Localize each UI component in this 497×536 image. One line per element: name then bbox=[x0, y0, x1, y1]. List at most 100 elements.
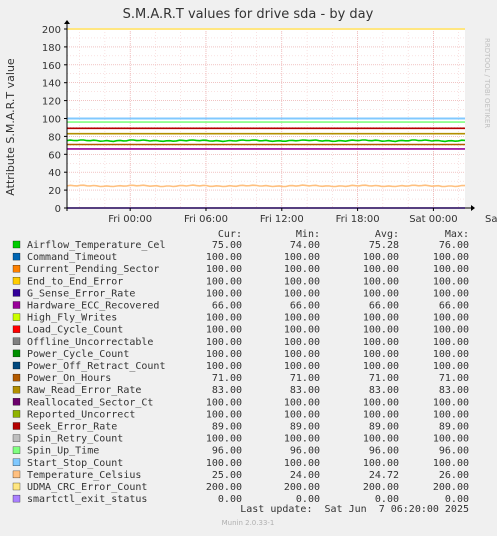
legend-row: UDMA_CRC_Error_Count 200.00 200.00 200.00 20… bbox=[12, 482, 469, 493]
legend-row: Hardware_ECC_Recovered 66.00 66.00 66.00 66.… bbox=[12, 301, 469, 312]
legend-min: 100.00 bbox=[284, 264, 320, 275]
legend-cur: 100.00 bbox=[206, 264, 242, 275]
legend-swatch bbox=[12, 252, 21, 261]
legend-series-name: Offline_Uncorrectable bbox=[27, 337, 153, 348]
legend-avg: 100.00 bbox=[363, 349, 399, 360]
legend-cur: 0.00 bbox=[218, 494, 242, 505]
legend-cur: 25.00 bbox=[212, 470, 242, 481]
legend-max: 83.00 bbox=[439, 385, 469, 396]
legend-series-name: Current_Pending_Sector bbox=[27, 264, 159, 275]
legend-max: 89.00 bbox=[439, 422, 469, 433]
legend-cur: 83.00 bbox=[212, 385, 242, 396]
legend-min: 66.00 bbox=[290, 301, 320, 312]
legend-cur: 66.00 bbox=[212, 301, 242, 312]
legend-swatch bbox=[12, 277, 21, 285]
x-tick-label: Sat 00:00 bbox=[409, 214, 457, 225]
legend-row: End_to_End_Error 100.00 100.00 100.00 100.00 bbox=[12, 276, 469, 287]
legend-max: 100.00 bbox=[433, 458, 469, 469]
legend-swatch bbox=[12, 240, 21, 249]
legend-row: Seek_Error_Rate 89.00 89.00 89.00 89.00 bbox=[12, 422, 469, 433]
legend-row: Power_Cycle_Count 100.00 100.00 100.00 100.0… bbox=[12, 349, 469, 360]
legend-avg: 100.00 bbox=[363, 264, 399, 275]
legend-max: 100.00 bbox=[433, 313, 469, 324]
legend-min: 100.00 bbox=[284, 252, 320, 263]
legend-max: 100.00 bbox=[433, 349, 469, 360]
legend-cur: 100.00 bbox=[206, 276, 242, 287]
legend-row: Temperature_Celsius 25.00 24.00 24.72 26.00 bbox=[12, 470, 469, 481]
legend-series-name: Temperature_Celsius bbox=[27, 470, 141, 481]
legend-max: 100.00 bbox=[433, 276, 469, 287]
legend-avg: 89.00 bbox=[369, 422, 399, 433]
x-axis-arrow bbox=[471, 205, 475, 211]
legend-cur: 100.00 bbox=[206, 288, 242, 299]
legend-min: 74.00 bbox=[290, 240, 320, 251]
legend-max: 100.00 bbox=[433, 397, 469, 408]
legend-cur: 100.00 bbox=[206, 349, 242, 360]
legend-min: 100.00 bbox=[284, 397, 320, 408]
legend-avg: 100.00 bbox=[363, 397, 399, 408]
y-axis-label: Attribute S.M.A.R.T value bbox=[4, 58, 17, 196]
legend-max: 66.00 bbox=[439, 301, 469, 312]
legend-min: 100.00 bbox=[284, 313, 320, 324]
legend-cur: 100.00 bbox=[206, 458, 242, 469]
y-tick-label: 0 bbox=[55, 204, 61, 215]
legend-series-name: Raw_Read_Error_Rate bbox=[27, 385, 141, 396]
legend-max: 200.00 bbox=[433, 482, 469, 493]
legend-avg: 100.00 bbox=[363, 409, 399, 420]
legend-min: 0.00 bbox=[296, 494, 320, 505]
legend-max: 100.00 bbox=[433, 409, 469, 420]
legend-max: 100.00 bbox=[433, 325, 469, 336]
legend-row: Reported_Uncorrect 100.00 100.00 100.00 100.… bbox=[12, 409, 469, 420]
legend-min: 71.00 bbox=[290, 373, 320, 384]
legend-max: 0.00 bbox=[445, 494, 469, 505]
legend-series-name: Power_Off_Retract_Count bbox=[27, 361, 165, 372]
legend-swatch bbox=[12, 337, 21, 345]
legend-cur: 200.00 bbox=[206, 482, 242, 493]
legend-swatch bbox=[12, 373, 21, 382]
legend-cur: 100.00 bbox=[206, 252, 242, 263]
legend-swatch bbox=[12, 434, 21, 442]
legend-row: Start_Stop_Count 100.00 100.00 100.00 100.00 bbox=[12, 458, 469, 469]
legend-max: 26.00 bbox=[439, 470, 469, 481]
y-tick-label: 160 bbox=[42, 61, 61, 72]
legend-min: 200.00 bbox=[284, 482, 320, 493]
legend-swatch bbox=[12, 482, 21, 491]
legend-row: Spin_Up_Time 96.00 96.00 96.00 96.00 bbox=[12, 446, 469, 457]
legend-max: 100.00 bbox=[433, 337, 469, 348]
legend-avg: 71.00 bbox=[369, 373, 399, 384]
legend-swatch bbox=[12, 458, 21, 466]
y-tick-label: 40 bbox=[48, 168, 61, 179]
legend-cur: 100.00 bbox=[206, 313, 242, 324]
legend-swatch bbox=[12, 410, 21, 418]
legend-cur: 100.00 bbox=[206, 337, 242, 348]
last-update: Last update: Sat Jun 7 06:20:00 2025 bbox=[240, 504, 469, 515]
y-tick-label: 200 bbox=[42, 25, 61, 36]
legend-cur: 75.00 bbox=[212, 240, 242, 251]
legend-avg: 100.00 bbox=[363, 337, 399, 348]
legend-max: 96.00 bbox=[439, 446, 469, 457]
legend-series-name: Load_Cycle_Count bbox=[27, 325, 123, 336]
munin-version: Munin 2.0.33-1 bbox=[222, 519, 275, 527]
legend-min: 100.00 bbox=[284, 361, 320, 372]
legend-max: 100.00 bbox=[433, 264, 469, 275]
legend-min: 96.00 bbox=[290, 446, 320, 457]
series-line-temperature-celsius bbox=[66, 184, 466, 188]
legend-swatch bbox=[12, 265, 21, 273]
legend-avg: 100.00 bbox=[363, 252, 399, 263]
legend-header-cur: Cur: bbox=[218, 229, 242, 240]
legend-min: 100.00 bbox=[284, 325, 320, 336]
legend-series-name: G_Sense_Error_Rate bbox=[27, 288, 135, 299]
legend-avg: 24.72 bbox=[369, 470, 399, 481]
y-tick-label: 140 bbox=[42, 79, 61, 90]
legend-min: 100.00 bbox=[284, 349, 320, 360]
legend-avg: 96.00 bbox=[369, 446, 399, 457]
legend-avg: 200.00 bbox=[363, 482, 399, 493]
legend-swatch bbox=[12, 301, 21, 309]
legend-cur: 96.00 bbox=[212, 446, 242, 457]
legend-cur: 71.00 bbox=[212, 373, 242, 384]
legend-header-max: Max: bbox=[445, 229, 469, 240]
legend-cur: 100.00 bbox=[206, 409, 242, 420]
legend-min: 100.00 bbox=[284, 288, 320, 299]
legend-series-name: High_Fly_Writes bbox=[27, 313, 117, 324]
